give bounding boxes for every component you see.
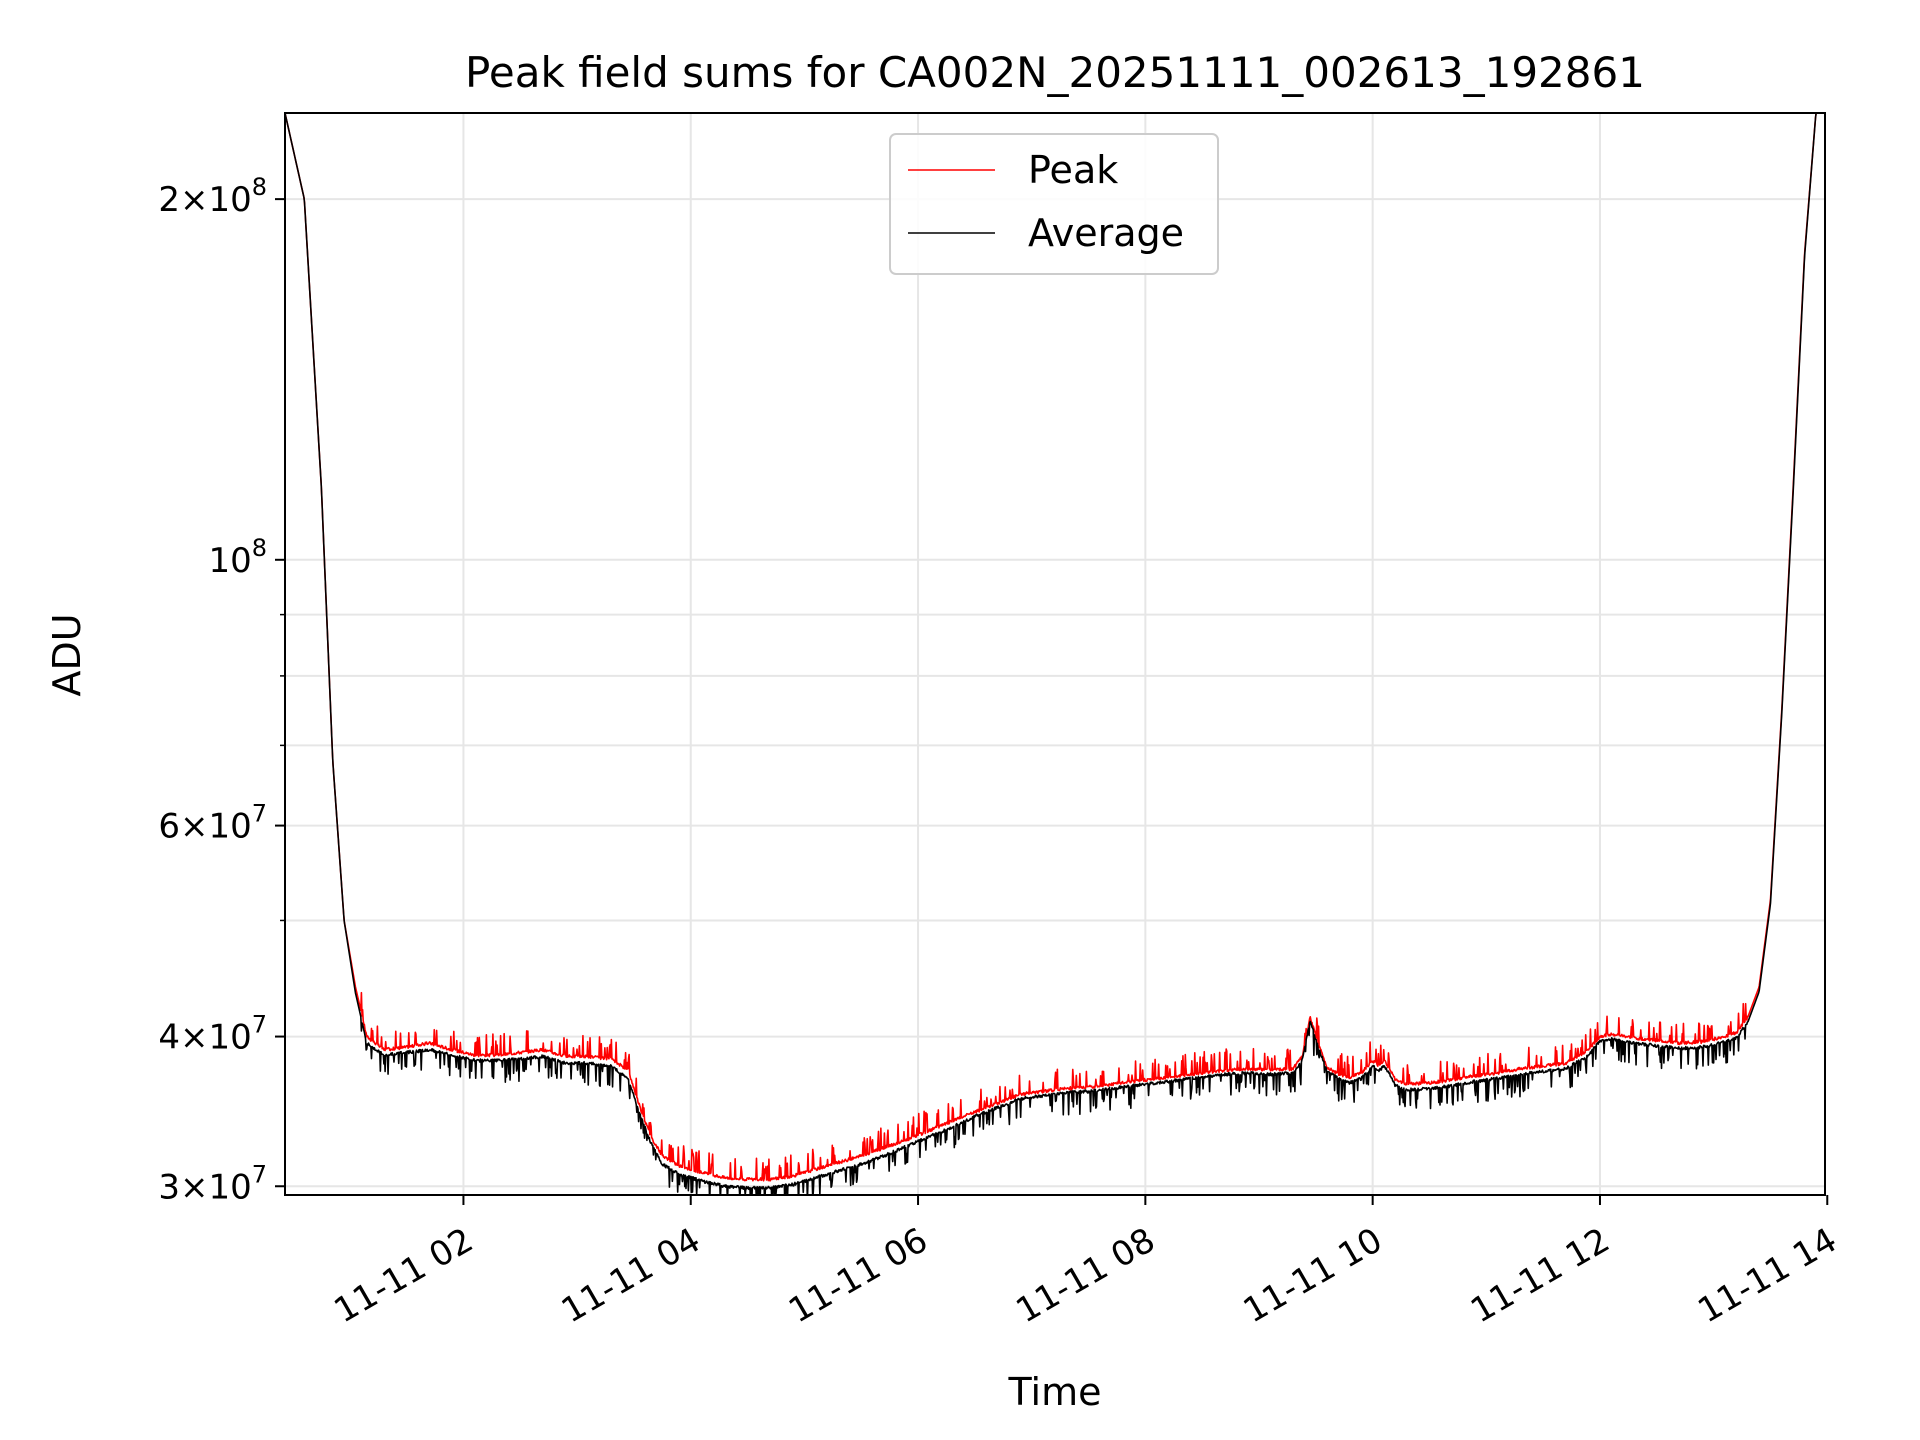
series-line-peak xyxy=(285,113,1825,1182)
x-axis-label: Time xyxy=(1008,1370,1102,1414)
legend-box xyxy=(889,133,1219,275)
legend-label-average: Average xyxy=(1028,211,1184,255)
y-tick-label: 2×108 xyxy=(158,173,267,220)
legend-label-peak: Peak xyxy=(1028,148,1118,192)
y-tick-label: 4×107 xyxy=(158,1011,267,1058)
series-layer xyxy=(285,113,1825,1195)
y-tick-label: 3×107 xyxy=(158,1160,267,1207)
series-line-average xyxy=(285,113,1825,1195)
y-tick-label: 6×107 xyxy=(158,800,267,847)
plot-frame xyxy=(284,112,1826,1196)
legend: Peak Average xyxy=(889,133,1219,275)
y-tick-label: 108 xyxy=(208,534,267,581)
y-axis: 3×107 4×107 6×107 108 2×108 xyxy=(158,173,285,1207)
y-axis-label: ADU xyxy=(45,613,89,696)
chart-title: Peak field sums for CA002N_20251111_0026… xyxy=(465,48,1645,97)
